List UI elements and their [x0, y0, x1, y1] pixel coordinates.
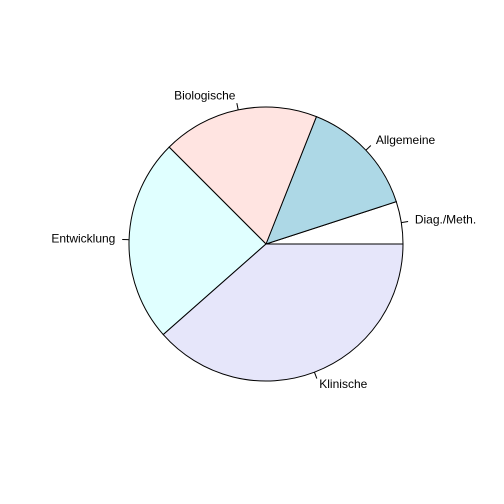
pie-tick-allgemeine: [365, 145, 372, 151]
pie-label-allgemeine: Allgemeine: [376, 133, 436, 147]
pie-tick-biologische: [236, 103, 239, 110]
pie-slice-biologische: [168, 106, 318, 245]
pie-slices: [128, 106, 404, 382]
pie-tick-diag-meth: [401, 221, 409, 224]
pie-label-klinische: Klinische: [319, 377, 367, 391]
pie-label-ticks: [122, 103, 409, 379]
pie-label-biologische: Biologische: [174, 89, 236, 103]
pie-label-diag-meth: Diag./Meth.: [415, 213, 476, 227]
pie-tick-klinische: [313, 371, 318, 379]
pie-label-entwicklung: Entwicklung: [51, 231, 115, 245]
pie-slice-allgemeine: [265, 115, 397, 245]
pie-labels: Diag./Meth. Allgemeine Biologische Entwickl…: [51, 89, 476, 392]
